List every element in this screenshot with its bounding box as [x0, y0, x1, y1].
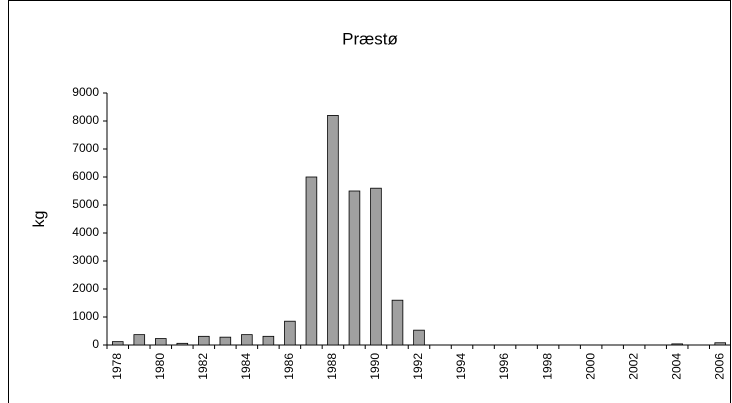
- y-tick-label: 3000: [72, 253, 99, 267]
- y-tick-label: 9000: [72, 85, 99, 99]
- y-tick-label: 5000: [72, 197, 99, 211]
- x-tick-label: 1990: [368, 353, 382, 380]
- bar: [241, 334, 253, 346]
- bar: [111, 341, 124, 346]
- bar: [219, 336, 232, 346]
- x-tick-label: 1998: [540, 353, 554, 380]
- x-tick-label: 1986: [282, 353, 296, 380]
- bar: [198, 335, 210, 346]
- y-tick-label: 2000: [72, 281, 99, 295]
- bar: [327, 115, 339, 346]
- y-tick-label: 0: [92, 337, 99, 351]
- bar: [133, 334, 146, 346]
- y-axis-label: kg: [31, 211, 48, 228]
- x-tick-label: 2004: [669, 353, 683, 380]
- bar: [176, 342, 189, 346]
- bar: [155, 338, 167, 346]
- bar: [284, 320, 296, 346]
- bar: [671, 343, 683, 346]
- y-tick-label: 1000: [72, 309, 99, 323]
- x-tick-label: 1978: [110, 353, 124, 380]
- x-tick-label: 2002: [626, 353, 640, 380]
- bar: [714, 342, 727, 346]
- x-tick-label: 1982: [196, 353, 210, 380]
- y-tick-label: 6000: [72, 169, 99, 183]
- chart-title: Præstø: [342, 29, 398, 48]
- bar: [305, 176, 318, 346]
- y-tick-label: 7000: [72, 141, 99, 155]
- x-tick-label: 1992: [411, 353, 425, 380]
- x-tick-label: 2006: [712, 353, 726, 380]
- bar: [413, 329, 425, 346]
- x-tick-label: 1984: [239, 353, 253, 380]
- x-tick-label: 1994: [454, 353, 468, 380]
- y-tick-label: 4000: [72, 225, 99, 239]
- bar: [391, 299, 404, 346]
- bar: [370, 187, 382, 346]
- x-tick-label: 1988: [325, 353, 339, 380]
- bar: [262, 335, 275, 346]
- x-tick-label: 1980: [153, 353, 167, 380]
- bar: [348, 190, 361, 346]
- x-tick-label: 2000: [583, 353, 597, 380]
- y-tick-label: 8000: [72, 113, 99, 127]
- x-tick-label: 1996: [497, 353, 511, 380]
- chart-frame: [8, 0, 731, 403]
